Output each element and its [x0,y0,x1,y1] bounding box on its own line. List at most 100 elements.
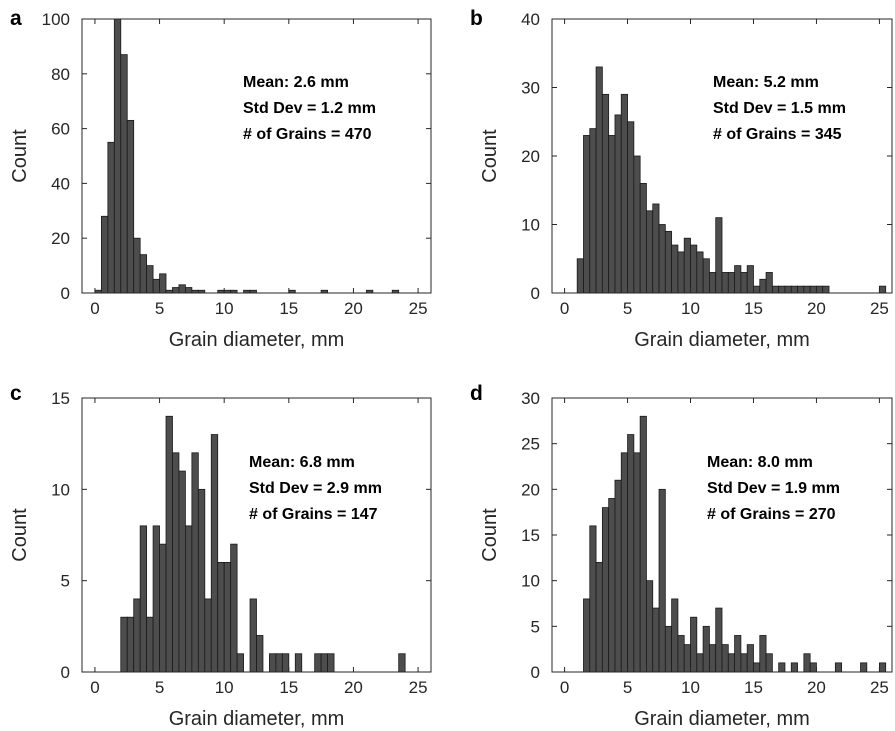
histogram-bar [771,285,780,294]
histogram-bar [727,272,735,294]
histogram-bar [223,562,232,673]
x-tick-label: 15 [279,299,298,318]
histogram-bar [576,258,584,294]
histogram-bar [746,644,754,673]
x-tick-label: 0 [90,299,99,318]
x-tick-label: 25 [409,299,428,318]
histogram-bar [690,616,698,673]
histogram-bar [120,54,128,294]
x-tick-label: 0 [560,678,569,697]
histogram-bar [152,278,160,294]
y-tick-label: 60 [51,120,70,139]
x-tick-label: 25 [870,678,889,697]
histogram-bar [398,653,406,673]
y-tick-label: 40 [51,174,70,193]
histogram-bar [327,653,335,673]
histogram-bar [664,230,673,294]
histogram-bar [746,265,754,294]
axes-frame [81,18,432,294]
y-tick-label: 30 [521,79,540,98]
x-tick-label: 5 [155,678,164,697]
panel-letter: d [470,382,483,405]
histogram-bar [320,653,328,673]
x-tick-label: 20 [807,299,826,318]
histogram-bar [210,434,219,673]
x-axis-label: Grain diameter, mm [169,329,345,351]
panel-letter: a [10,7,22,30]
histogram-bar [803,285,811,294]
histogram-bar [696,251,704,294]
x-tick-label: 15 [744,299,763,318]
histogram-bar [595,562,603,673]
y-tick-label: 20 [521,480,540,499]
histogram-bar [314,653,322,673]
histogram-bar [139,254,148,294]
bars-a [94,18,400,294]
histogram-bar [715,607,723,673]
histogram-bar [702,625,710,673]
histogram-bar [608,498,616,673]
x-tick-label: 25 [409,678,428,697]
histogram-bar [165,415,173,673]
x-axis-label: Grain diameter, mm [169,708,345,730]
histogram-bar [608,135,616,294]
x-tick-label: 0 [90,678,99,697]
stats-annotation: Mean: 5.2 mm [713,74,819,91]
histogram-bar [256,635,264,673]
axes-frame [81,397,432,673]
x-tick-label: 5 [155,299,164,318]
stats-annotation: Std Dev = 2.9 mm [249,480,382,497]
histogram-bar [803,653,811,673]
y-tick-label: 10 [51,480,70,499]
y-tick-label: 15 [51,389,70,408]
histogram-bar [249,598,257,673]
histogram-bar [790,285,798,294]
histogram-bar [100,215,109,294]
y-tick-label: 15 [521,526,540,545]
x-tick-label: 20 [807,678,826,697]
histogram-bar [784,285,792,294]
histogram-bar [614,114,622,294]
histogram-bar [734,265,742,294]
histogram-bar [879,285,887,294]
histogram-bar [146,265,154,294]
histogram-bar [281,653,290,673]
histogram-bar [133,598,141,673]
x-axis-label: Grain diameter, mm [634,708,810,730]
histogram-bar [683,644,691,673]
histogram-bar [294,653,303,673]
histogram-bar [677,251,685,294]
histogram-bar [178,470,186,673]
histogram-bar [620,452,628,673]
y-tick-label: 100 [42,10,70,29]
y-axis-label: Count [9,129,31,183]
y-tick-label: 10 [521,216,540,235]
histogram-bar [740,653,748,673]
histogram-bar [185,287,193,294]
histogram-bar [690,244,698,294]
x-tick-label: 25 [870,299,889,318]
histogram-bar [765,653,773,673]
x-tick-label: 20 [344,678,363,697]
y-tick-label: 0 [531,663,540,682]
x-tick-label: 20 [344,299,363,318]
histogram-bar [652,607,660,673]
stats-annotation: Mean: 8.0 mm [707,454,813,471]
histogram-bar [759,278,767,294]
stats-annotation: Mean: 2.6 mm [243,74,349,91]
histogram-bar [275,653,283,673]
histogram-bar [734,635,742,673]
stats-annotation: # of Grains = 345 [713,126,842,143]
histogram-bar [816,285,824,294]
histogram-bar [146,616,154,673]
histogram-bar [152,525,160,673]
histogram-bar [671,598,679,673]
histogram-bar [639,415,647,673]
histogram-bar [159,273,167,294]
histogram-bar [721,644,729,673]
y-axis-label: Count [479,129,501,183]
histogram-bar [822,285,830,294]
stats-annotation: # of Grains = 147 [249,506,378,523]
histogram-bar [639,182,647,294]
